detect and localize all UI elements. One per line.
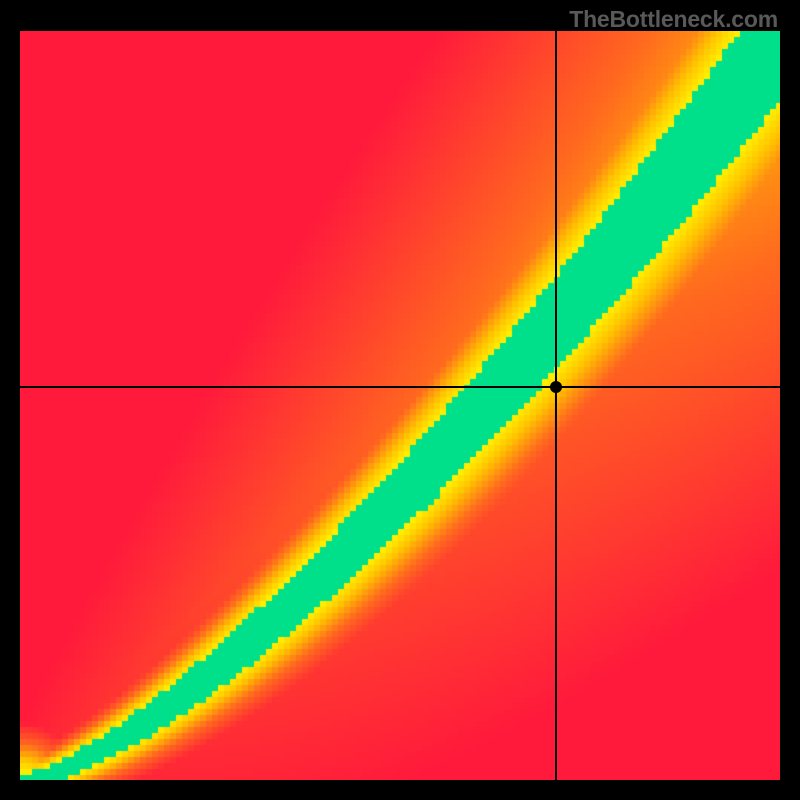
crosshair-marker-dot [550,381,562,393]
crosshair-horizontal-line [20,386,780,388]
watermark-text: TheBottleneck.com [569,6,778,33]
crosshair-vertical-line [555,31,557,780]
bottleneck-heatmap-canvas [20,31,780,780]
